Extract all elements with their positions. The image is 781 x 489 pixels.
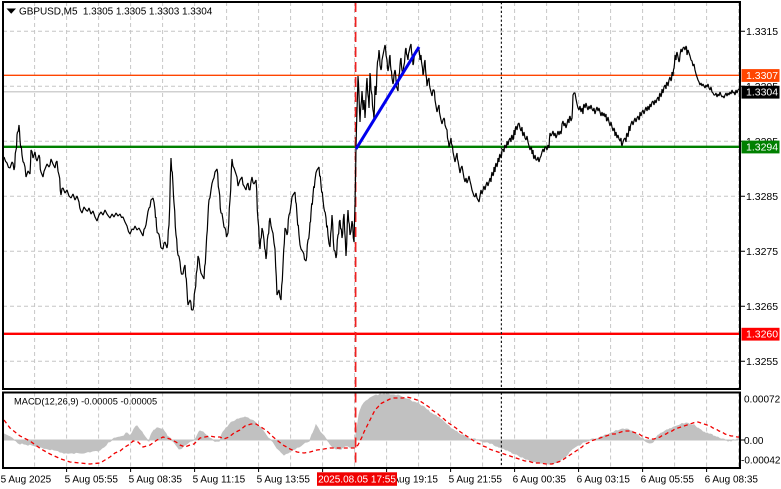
svg-text:MACD(12,26,9) -0.00005 -0.0000: MACD(12,26,9) -0.00005 -0.00005 [14,397,157,407]
svg-text:1.3304: 1.3304 [746,87,778,99]
svg-text:GBPUSD,M5 1.3305 1.3305 1.330: GBPUSD,M5 1.3305 1.3305 1.3303 1.3304 [19,7,213,18]
svg-text:1.3315: 1.3315 [746,26,778,38]
svg-text:5 Aug 21:55: 5 Aug 21:55 [449,474,503,485]
svg-text:5 Aug 08:35: 5 Aug 08:35 [129,474,183,485]
svg-text:1.3255: 1.3255 [746,356,778,368]
svg-text:-0.00042: -0.00042 [741,456,781,467]
svg-text:1.3275: 1.3275 [746,246,778,258]
svg-text:2025.08.05 17:55: 2025.08.05 17:55 [318,475,396,486]
svg-text:0.00072: 0.00072 [744,395,781,406]
svg-text:5 Aug 19:15: 5 Aug 19:15 [385,474,439,485]
svg-text:6 Aug 03:15: 6 Aug 03:15 [577,474,631,485]
svg-text:1.3307: 1.3307 [746,70,778,82]
svg-text:5 Aug 13:55: 5 Aug 13:55 [257,474,311,485]
svg-text:6 Aug 00:35: 6 Aug 00:35 [513,474,567,485]
svg-text:1.3285: 1.3285 [746,191,778,203]
svg-text:1.3260: 1.3260 [746,329,778,341]
svg-text:5 Aug 11:15: 5 Aug 11:15 [193,474,246,485]
svg-text:6 Aug 08:35: 6 Aug 08:35 [705,474,759,485]
svg-text:5 Aug 2025: 5 Aug 2025 [1,474,52,485]
svg-text:1.3265: 1.3265 [746,301,778,313]
svg-text:5 Aug 05:55: 5 Aug 05:55 [65,474,119,485]
svg-text:6 Aug 05:55: 6 Aug 05:55 [641,474,695,485]
svg-text:1.3294: 1.3294 [746,141,778,153]
svg-text:0.00: 0.00 [744,436,764,447]
